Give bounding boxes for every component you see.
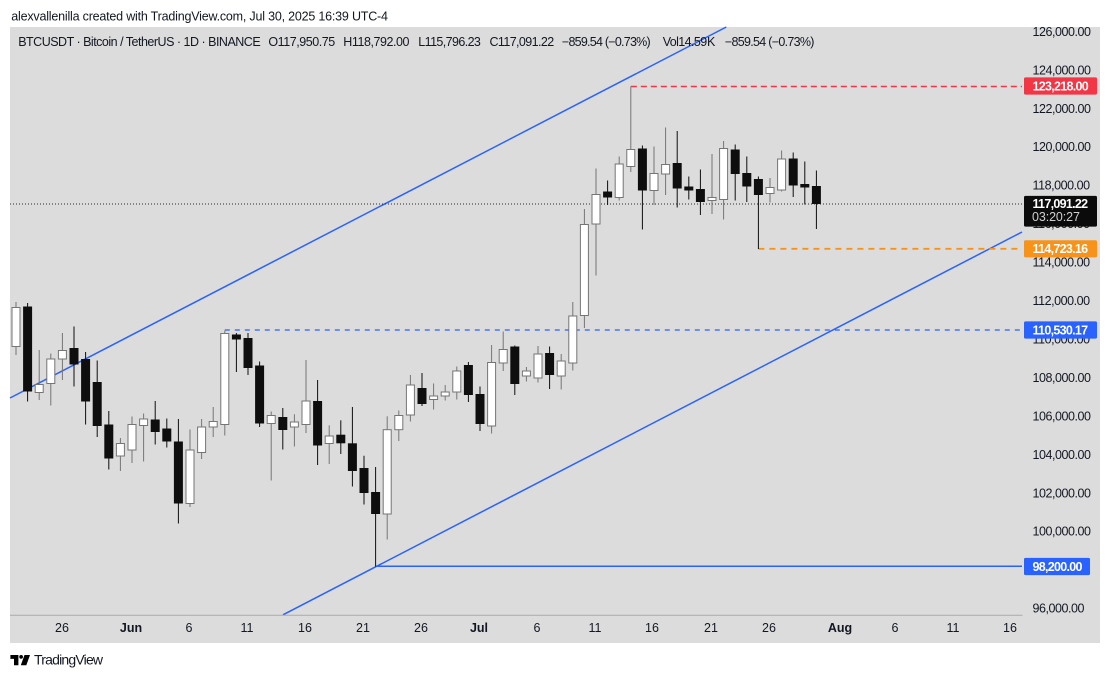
svg-text:Jul: Jul xyxy=(470,621,488,635)
svg-text:Vol14.59 K: Vol14.59 K xyxy=(663,35,716,49)
svg-text:123,218.00: 123,218.00 xyxy=(1033,79,1089,93)
svg-text:26: 26 xyxy=(55,621,69,635)
svg-text:BTCUSDT · Bitcoin / TetherUS ·: BTCUSDT · Bitcoin / TetherUS · 1D · BINA… xyxy=(18,35,260,49)
svg-text:102,000.00: 102,000.00 xyxy=(1033,486,1092,500)
svg-text:−859.54 (−0.73%): −859.54 (−0.73%) xyxy=(725,35,814,49)
svg-text:104,000.00: 104,000.00 xyxy=(1033,448,1092,462)
svg-text:Jun: Jun xyxy=(120,621,142,635)
svg-text:6: 6 xyxy=(534,621,541,635)
svg-text:124,000.00: 124,000.00 xyxy=(1033,63,1092,77)
svg-text:21: 21 xyxy=(704,621,718,635)
svg-text:03:20:27: 03:20:27 xyxy=(1032,210,1080,224)
svg-text:11: 11 xyxy=(589,621,602,635)
svg-text:16: 16 xyxy=(645,621,659,635)
svg-text:106,000.00: 106,000.00 xyxy=(1033,409,1092,423)
svg-text:alexvallenilla created with Tr: alexvallenilla created with TradingView.… xyxy=(11,10,388,24)
svg-text:100,000.00: 100,000.00 xyxy=(1033,525,1092,539)
svg-text:26: 26 xyxy=(414,621,428,635)
svg-text:117,091.22: 117,091.22 xyxy=(1033,197,1089,211)
svg-text:Aug: Aug xyxy=(828,621,852,635)
svg-text:C117,091.22: C117,091.22 xyxy=(490,35,555,49)
svg-text:6: 6 xyxy=(892,621,899,635)
svg-text:16: 16 xyxy=(1003,621,1017,635)
svg-text:114,723.16: 114,723.16 xyxy=(1033,242,1089,256)
svg-text:108,000.00: 108,000.00 xyxy=(1033,371,1092,385)
svg-text:120,000.00: 120,000.00 xyxy=(1033,140,1092,154)
svg-text:11: 11 xyxy=(947,621,960,635)
svg-text:98,200.00: 98,200.00 xyxy=(1033,560,1083,574)
svg-text:114,000.00: 114,000.00 xyxy=(1033,256,1091,270)
svg-text:−859.54 (−0.73%): −859.54 (−0.73%) xyxy=(562,35,651,49)
svg-text:11: 11 xyxy=(241,621,254,635)
svg-text:112,000.00: 112,000.00 xyxy=(1033,294,1091,308)
svg-text:96,000.00: 96,000.00 xyxy=(1033,602,1085,616)
svg-text:26: 26 xyxy=(762,621,776,635)
svg-text:122,000.00: 122,000.00 xyxy=(1033,102,1092,116)
svg-text:118,000.00: 118,000.00 xyxy=(1033,179,1091,193)
svg-text:110,530.17: 110,530.17 xyxy=(1033,323,1089,337)
svg-text:16: 16 xyxy=(298,621,312,635)
svg-text:O117,950.75: O117,950.75 xyxy=(268,35,335,49)
svg-text:L115,796.23: L115,796.23 xyxy=(418,35,481,49)
svg-text:H118,792.00: H118,792.00 xyxy=(343,35,409,49)
svg-text:126,000.00: 126,000.00 xyxy=(1033,25,1092,39)
svg-text:21: 21 xyxy=(356,621,370,635)
svg-text:6: 6 xyxy=(186,621,193,635)
svg-text:TradingView: TradingView xyxy=(34,652,104,668)
